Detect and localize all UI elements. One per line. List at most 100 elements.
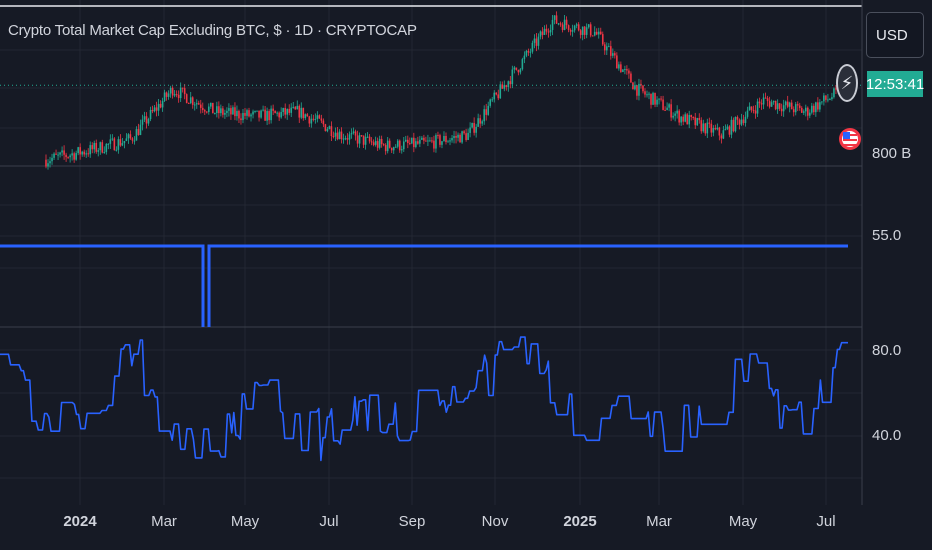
candle-body — [368, 136, 371, 142]
candle-body — [433, 140, 435, 149]
candle-body — [704, 123, 707, 134]
candle-body — [286, 108, 289, 115]
candle-body — [525, 50, 528, 56]
candle-body — [549, 29, 552, 33]
candle-body — [833, 88, 835, 98]
candle-body — [372, 142, 375, 145]
candle-body — [686, 114, 688, 125]
candle-body — [167, 93, 170, 97]
candle-body — [453, 135, 455, 139]
candle-body — [145, 116, 148, 124]
candle-body — [495, 92, 498, 95]
candle-body — [746, 110, 749, 117]
candle-body — [250, 114, 252, 117]
candle-body — [575, 24, 578, 26]
candle-body — [595, 31, 598, 35]
candle-body — [696, 118, 699, 126]
candle-body — [521, 59, 524, 70]
candle-body — [392, 147, 395, 151]
candle-body — [827, 99, 829, 101]
candle-body — [218, 106, 220, 114]
candle-body — [439, 135, 441, 145]
candle-body — [69, 155, 71, 158]
candle-body — [650, 93, 652, 105]
currency-button[interactable]: USD — [866, 12, 924, 58]
candle-body — [133, 140, 136, 142]
candle-body — [567, 25, 570, 30]
candle-body — [451, 138, 453, 141]
candle-body — [698, 118, 701, 121]
candle-body — [113, 138, 116, 151]
x-tick-label: 2024 — [63, 513, 97, 530]
candle-body — [620, 64, 622, 72]
candle-body — [819, 102, 821, 110]
candle-body — [214, 112, 216, 114]
candle-body — [173, 94, 176, 96]
candle-body — [798, 105, 801, 108]
candle-body — [431, 140, 433, 142]
candle-body — [581, 26, 584, 35]
candle-body — [608, 46, 610, 48]
candle-body — [415, 141, 417, 148]
candle-body — [499, 84, 502, 99]
candle-body — [505, 85, 508, 87]
candle-body — [252, 111, 254, 115]
candle-body — [216, 106, 218, 113]
candle-body — [103, 152, 106, 154]
candle-body — [487, 105, 490, 115]
candle-body — [185, 94, 188, 103]
candle-body — [354, 131, 357, 136]
candle-body — [356, 135, 359, 144]
candle-body — [358, 135, 361, 144]
candle-body — [316, 115, 319, 119]
candle-body — [95, 142, 98, 152]
candle-body — [648, 93, 650, 95]
candle-body — [752, 109, 755, 111]
candle-body — [445, 135, 447, 143]
candle-body — [573, 25, 576, 31]
candle-body — [537, 36, 540, 46]
candle-body — [336, 132, 339, 140]
candle-body — [736, 116, 739, 120]
candle-body — [199, 104, 202, 108]
lightning-icon[interactable]: ⚡ — [836, 64, 858, 102]
candle-body — [220, 108, 222, 114]
candle-body — [423, 137, 425, 141]
candle-body — [690, 115, 693, 118]
candle-body — [284, 108, 286, 115]
candle-body — [811, 105, 813, 113]
candle-body — [806, 107, 809, 116]
candle-body — [127, 134, 130, 139]
candle-body — [587, 24, 590, 28]
candle-body — [107, 143, 110, 145]
candle-body — [561, 24, 564, 30]
candle-body — [193, 104, 196, 106]
candle-body — [457, 134, 459, 138]
candle-body — [87, 153, 90, 155]
candle-body — [523, 55, 526, 60]
candle-body — [310, 118, 313, 124]
candle-body — [85, 153, 88, 155]
candle-body — [163, 92, 166, 101]
candlestick-series — [45, 11, 849, 170]
candle-body — [591, 35, 594, 37]
candle-body — [314, 118, 317, 120]
candle-body — [340, 131, 343, 140]
candle-body — [404, 139, 407, 142]
candle-body — [603, 44, 606, 51]
candle-body — [716, 127, 719, 130]
candle-body — [630, 73, 632, 83]
us-flag-icon[interactable] — [838, 118, 862, 160]
candle-body — [332, 136, 335, 138]
candle-body — [97, 150, 100, 152]
candle-body — [396, 140, 399, 147]
candle-body — [222, 108, 224, 115]
candle-body — [720, 135, 723, 139]
x-tick-label: May — [728, 513, 758, 530]
candle-body — [282, 108, 284, 112]
candle-body — [417, 141, 419, 144]
candle-body — [47, 163, 49, 167]
candle-body — [831, 97, 833, 100]
candle-body — [382, 144, 385, 146]
candle-body — [362, 135, 365, 145]
